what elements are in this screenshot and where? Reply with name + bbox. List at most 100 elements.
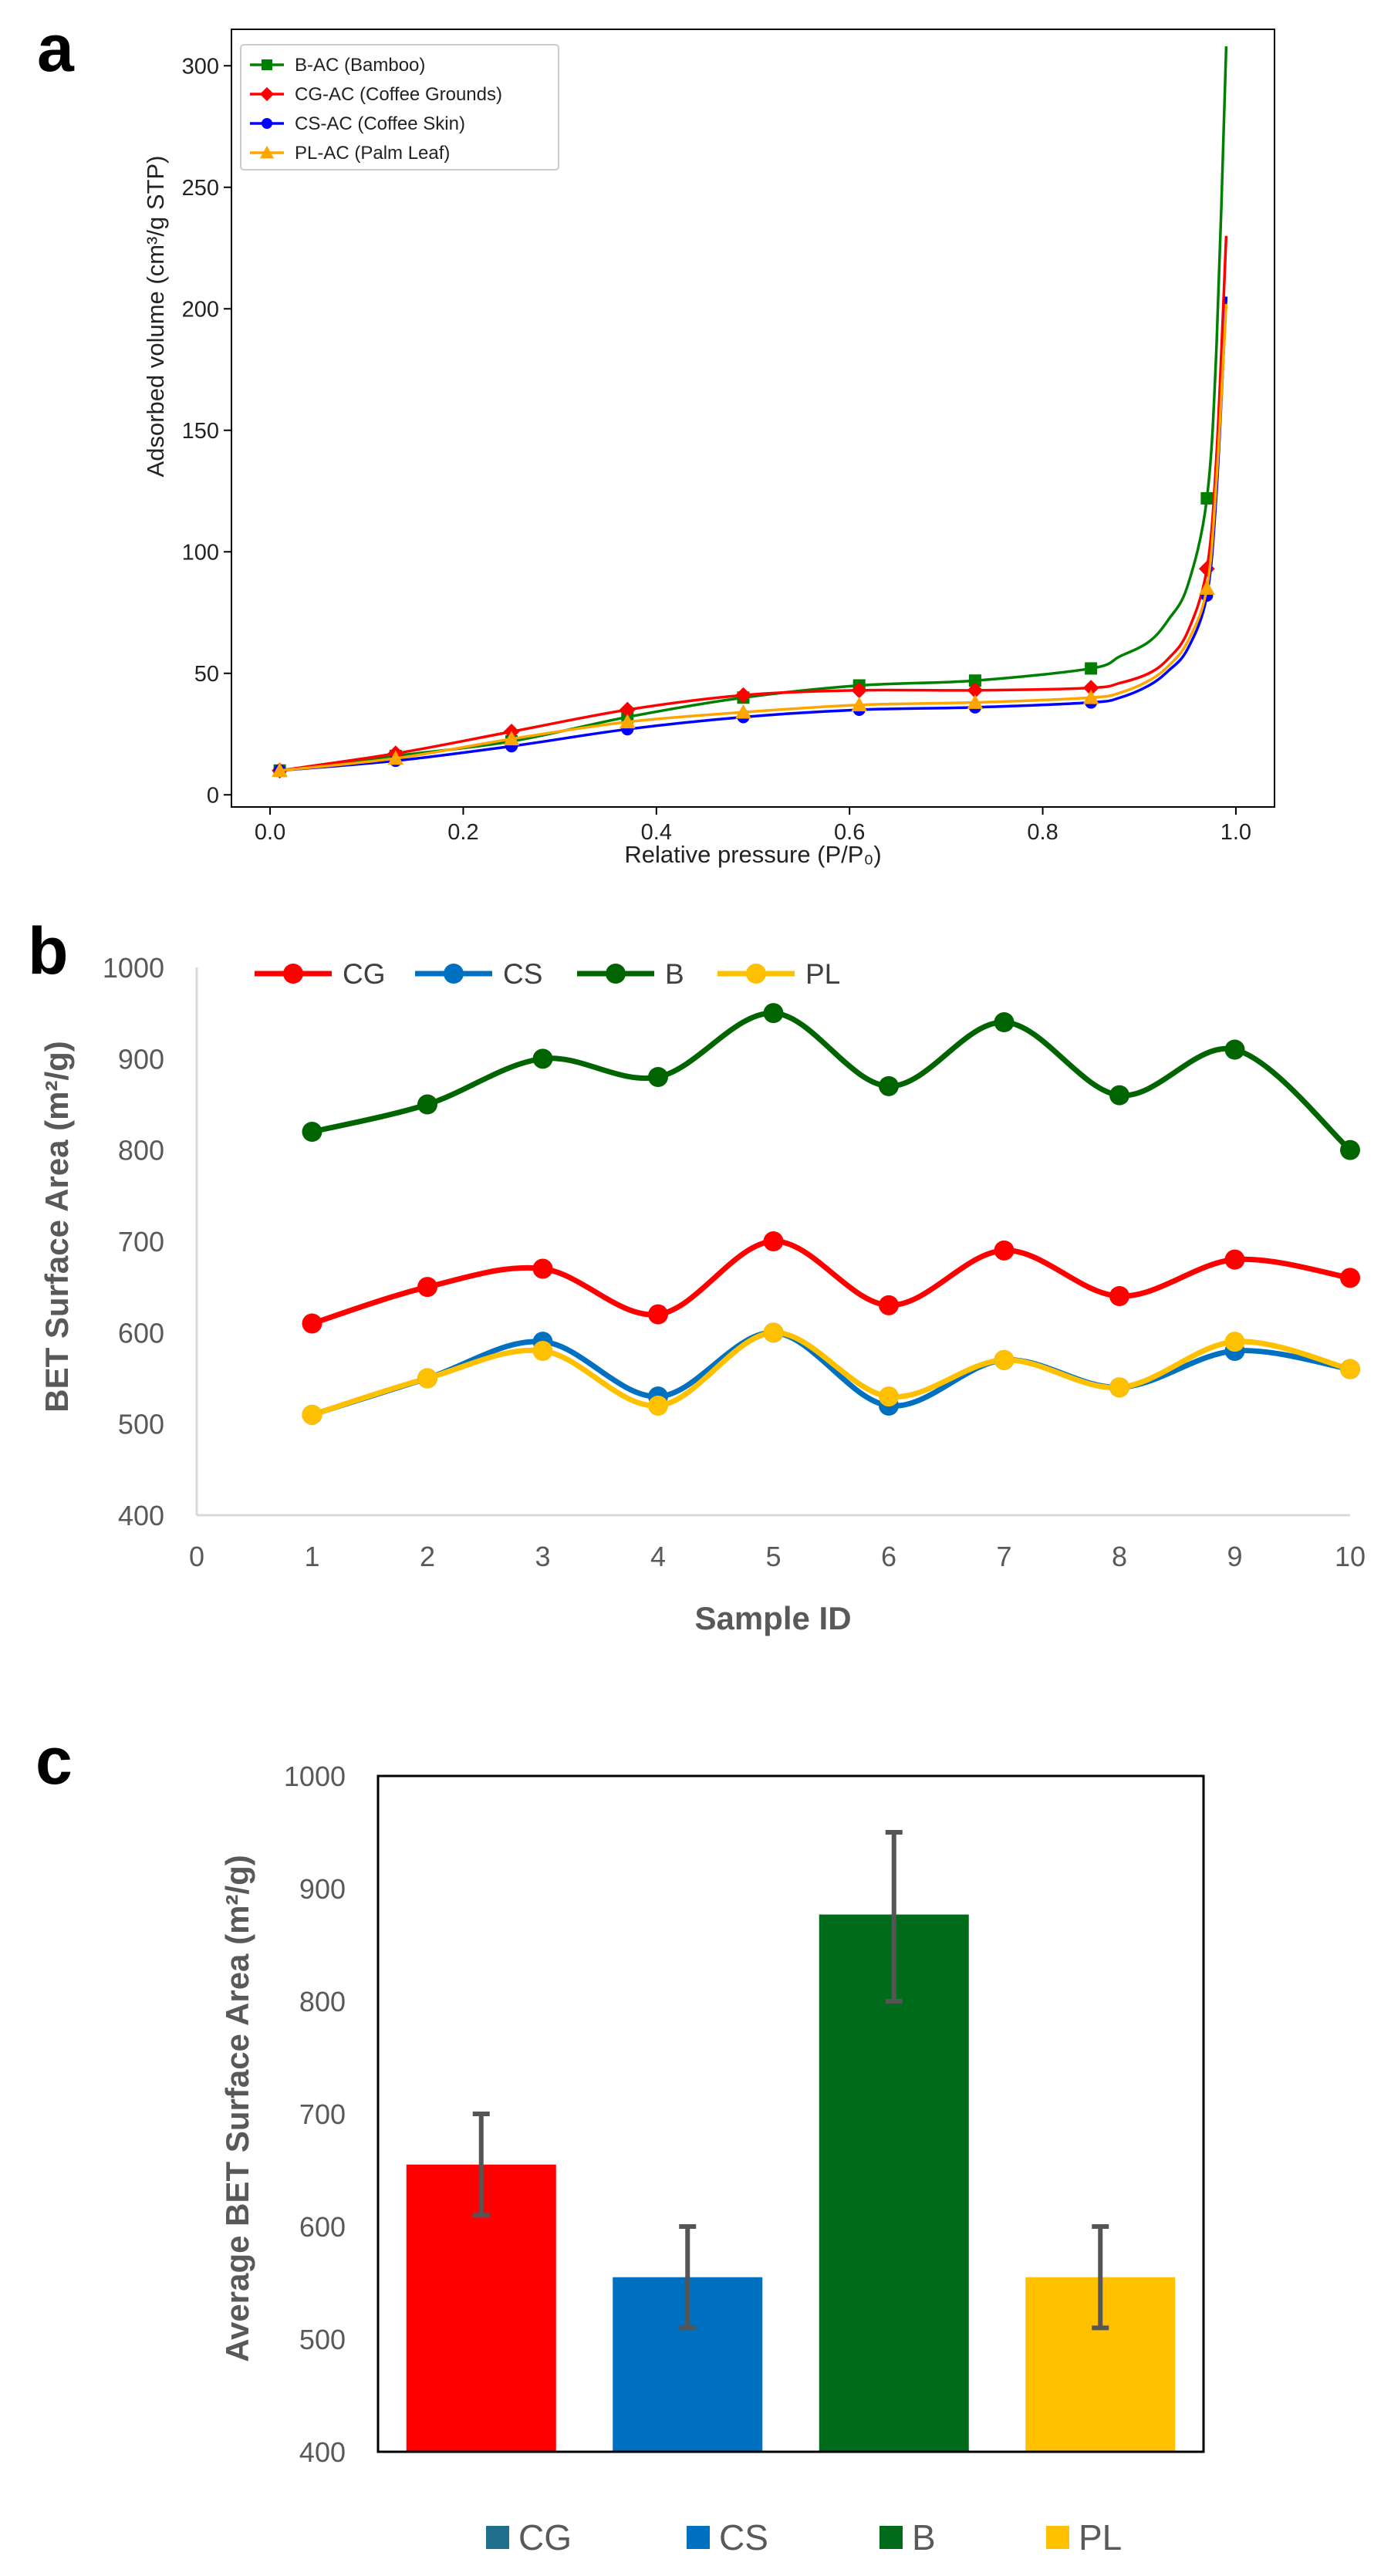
- b-series-point-b: [763, 1003, 784, 1024]
- b-series-point-cg: [1224, 1249, 1245, 1270]
- b-series-line-cg: [311, 1238, 1351, 1326]
- b-series-point-cg: [1340, 1268, 1360, 1288]
- a-legend-marker-b-ac-bamboo: [262, 59, 272, 70]
- c-y-tick-label: 500: [299, 2324, 346, 2355]
- panel-c-y-ticks: 400 500 600 700 800 900 1000: [284, 1761, 346, 2468]
- a-x-tick-label: 1.0: [1221, 820, 1251, 845]
- a-series-marker-cg-ac-coffee-grounds: [619, 701, 636, 718]
- b-y-tick-label: 500: [118, 1409, 164, 1440]
- a-series-marker-b-ac-bamboo: [1085, 662, 1098, 675]
- b-x-tick-label: 7: [996, 1541, 1011, 1572]
- panel-a-series: [272, 46, 1228, 779]
- b-x-tick-label: 6: [881, 1541, 896, 1572]
- b-x-tick-label: 3: [535, 1541, 550, 1572]
- b-y-tick-label: 900: [118, 1043, 164, 1075]
- panel-c-bars: [406, 1830, 1176, 2452]
- a-series-marker-pl-ac-palm-leaf: [272, 762, 288, 778]
- c-legend-swatch-pl: [1046, 2526, 1069, 2549]
- panel-c-chart: 400 500 600 700 800 900 1000 Average BET Surfa…: [219, 1761, 1205, 2557]
- a-series-line-pl-ac-palm-leaf: [279, 303, 1228, 772]
- c-legend-label-cg: CG: [518, 2517, 572, 2557]
- panel-c-plot-frame: [376, 1774, 1205, 2453]
- b-legend-marker-cg: [283, 964, 303, 984]
- a-x-tick-label: 0.8: [1027, 820, 1058, 845]
- panel-label-c: c: [35, 1724, 73, 1798]
- c-bar-b: [819, 1914, 969, 2452]
- a-y-tick-label: 100: [182, 540, 219, 565]
- panel-label-b: b: [28, 914, 69, 988]
- a-y-tick-label: 0: [207, 783, 219, 808]
- a-series-marker-pl-ac-palm-leaf: [619, 714, 636, 729]
- b-y-tick-label: 800: [118, 1135, 164, 1166]
- panel-a-chart: 0.0 0.2 0.4 0.6 0.8 1.0 0 50 100 150 200 250 300 Re…: [142, 29, 1275, 868]
- a-series-marker-pl-ac-palm-leaf: [851, 697, 868, 712]
- b-series-point-b: [1109, 1085, 1129, 1106]
- a-legend-marker-cg-ac-coffee-grounds: [259, 86, 275, 102]
- panel-a-x-axis-title: Relative pressure (P/P₀): [624, 841, 881, 868]
- b-series-point-b: [648, 1067, 668, 1087]
- a-legend-marker-cs-ac-coffee-skin: [262, 118, 272, 129]
- c-y-tick-label: 800: [299, 1986, 346, 2017]
- c-y-tick-label: 900: [299, 1873, 346, 1905]
- a-y-tick-label: 50: [194, 662, 219, 687]
- b-series-point-cg: [417, 1277, 437, 1298]
- b-series-point-pl: [1224, 1332, 1245, 1352]
- b-series-point-b: [417, 1094, 437, 1115]
- b-series-point-cg: [532, 1258, 553, 1279]
- b-series-point-cg: [879, 1295, 899, 1315]
- a-legend-marker-pl-ac-palm-leaf: [259, 145, 275, 159]
- b-series-point-b: [1224, 1039, 1245, 1060]
- b-series-point-b: [879, 1075, 899, 1096]
- panel-b-y-ticks: 400 500 600 700 800 900 1000: [103, 952, 164, 1531]
- panel-a-x-ticks: 0.0 0.2 0.4 0.6 0.8 1.0: [255, 807, 1251, 845]
- a-series-marker-pl-ac-palm-leaf: [387, 750, 404, 765]
- b-legend-label-b: B: [665, 958, 684, 990]
- b-x-tick-label: 4: [650, 1541, 666, 1572]
- b-series-point-pl: [532, 1341, 553, 1361]
- b-x-tick-label: 8: [1112, 1541, 1127, 1572]
- c-y-tick-label: 600: [299, 2211, 346, 2243]
- c-legend-label-pl: PL: [1079, 2517, 1122, 2557]
- a-series-line-cg-ac-coffee-grounds: [279, 235, 1228, 772]
- a-x-tick-label: 0.6: [834, 820, 865, 845]
- a-x-tick-label: 0.0: [255, 820, 285, 845]
- b-legend-marker-b: [606, 964, 626, 984]
- b-series-point-b: [1340, 1139, 1360, 1160]
- b-series-point-pl: [417, 1368, 437, 1389]
- a-y-tick-label: 300: [182, 54, 219, 79]
- a-series-marker-pl-ac-palm-leaf: [967, 694, 984, 709]
- b-series-point-pl: [1109, 1377, 1129, 1398]
- a-series-marker-b-ac-bamboo: [1200, 491, 1214, 505]
- b-series-point-pl: [1340, 1359, 1360, 1379]
- a-y-tick-label: 150: [182, 419, 219, 444]
- c-legend-swatch-cg: [486, 2526, 509, 2549]
- b-y-tick-label: 400: [118, 1500, 164, 1531]
- a-y-tick-label: 200: [182, 297, 219, 322]
- a-x-tick-label: 0.4: [641, 820, 672, 845]
- panel-c-y-axis-title: Average BET Surface Area (m²/g): [219, 1855, 255, 2362]
- a-legend-label-cg-ac-coffee-grounds: CG-AC (Coffee Grounds): [295, 84, 502, 105]
- b-series-point-cg: [763, 1231, 784, 1251]
- b-legend-marker-cs: [444, 964, 464, 984]
- b-series-point-pl: [648, 1396, 668, 1416]
- b-x-tick-label: 5: [765, 1541, 781, 1572]
- a-series-marker-cg-ac-coffee-grounds: [1082, 680, 1099, 697]
- b-series-point-b: [532, 1048, 553, 1069]
- b-series-point-cg: [1109, 1286, 1129, 1306]
- b-series-point-cg: [994, 1240, 1015, 1261]
- b-legend-label-cg: CG: [343, 958, 386, 990]
- a-legend-label-pl-ac-palm-leaf: PL-AC (Palm Leaf): [295, 143, 450, 164]
- b-series-point-pl: [879, 1386, 899, 1407]
- a-series-marker-pl-ac-palm-leaf: [503, 731, 520, 746]
- panel-b-x-ticks: 0 1 2 3 4 5 6 7 8 9 10: [189, 1541, 1366, 1572]
- panel-b-series: [302, 1003, 1360, 1425]
- a-series-marker-pl-ac-palm-leaf: [1082, 689, 1099, 704]
- b-legend-label-pl: PL: [805, 958, 840, 990]
- a-series-marker-cg-ac-coffee-grounds: [735, 687, 751, 704]
- panel-a-y-ticks: 0 50 100 150 200 250 300: [182, 54, 231, 808]
- c-y-tick-label: 400: [299, 2436, 346, 2468]
- a-series-marker-cg-ac-coffee-grounds: [967, 682, 984, 699]
- panel-b-legend: CG CS B PL: [255, 958, 840, 990]
- panel-c-legend: CG CS B PL: [486, 2517, 1122, 2557]
